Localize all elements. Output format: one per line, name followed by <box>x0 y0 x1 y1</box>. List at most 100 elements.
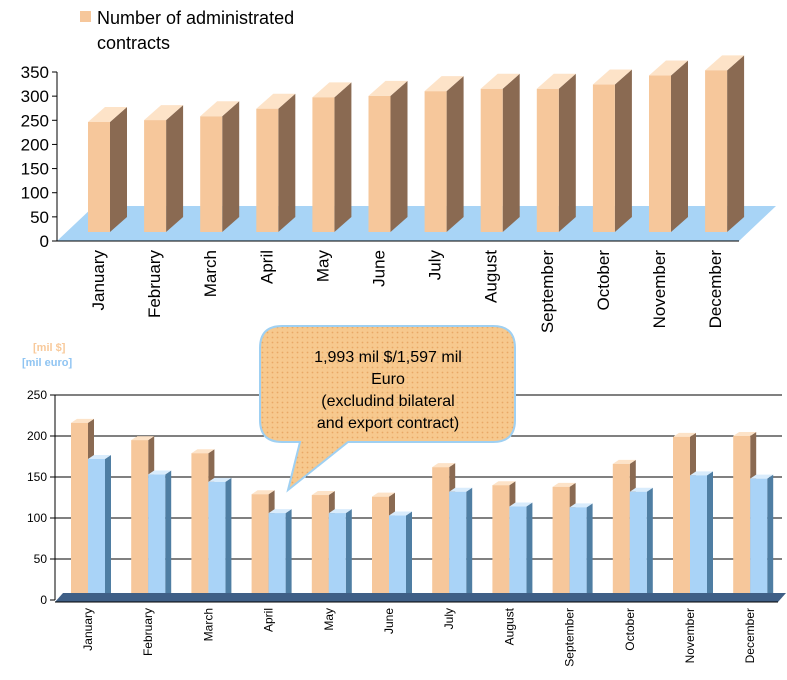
bar-april-top <box>256 93 296 109</box>
bar-usd-october-top <box>612 459 636 464</box>
x-label-december: December <box>706 250 725 329</box>
x-label-september: September <box>538 250 557 333</box>
bar-euro-september-side <box>586 503 593 600</box>
bar-july-front <box>424 91 447 233</box>
bar-euro-august-side <box>526 502 533 600</box>
bar-euro-march <box>208 477 232 600</box>
bar-euro-june-side <box>406 511 412 600</box>
bar-euro-may <box>328 509 352 600</box>
bar-october-front <box>592 84 615 232</box>
x-label-june: June <box>370 250 389 287</box>
bar-june-top <box>368 80 408 96</box>
bar-euro-march-top <box>208 477 232 482</box>
bar-may-front <box>312 97 335 233</box>
bar-january <box>88 107 127 232</box>
legend-swatch <box>80 11 91 22</box>
floor-plane <box>55 593 786 602</box>
bar-euro-september-top <box>569 503 593 508</box>
bar-usd-december-front <box>733 436 751 600</box>
callout-bubble <box>259 325 516 493</box>
bar-euro-november <box>690 471 713 600</box>
bar-usd-january-front <box>71 422 88 600</box>
bar-september-front <box>536 88 559 232</box>
contracts-chart: Number of administrated contracts 0 50 100… <box>21 8 776 333</box>
bar-february-top <box>144 105 184 121</box>
y-tick-label: 350 <box>21 63 49 82</box>
bar-euro-may-side <box>345 509 352 600</box>
bar-usd-january-top <box>71 418 94 423</box>
bar-euro-june-top <box>389 511 412 516</box>
bar-january-side <box>110 107 127 232</box>
x-label-january: January <box>89 250 108 311</box>
bar-october-top <box>592 69 632 85</box>
bar-euro-january <box>88 454 111 600</box>
bar-june <box>368 80 408 232</box>
x-label-october: October <box>594 250 613 311</box>
bar-usd-april-front <box>251 494 269 600</box>
x-label-august: August <box>502 607 516 645</box>
x-label-october: October <box>623 608 637 651</box>
bar-euro-november-top <box>690 471 713 476</box>
callout-line-1: 1,993 mil $/1,597 mil <box>314 349 462 366</box>
bar-euro-december-side <box>767 474 774 600</box>
bar-usd-march-top <box>191 449 215 454</box>
callout-line-3: (excludind bilateral <box>321 393 454 410</box>
y-tick-label: 0 <box>40 232 49 251</box>
bar-april <box>256 93 296 232</box>
bar-november-top <box>649 60 688 76</box>
bar-november <box>649 60 688 232</box>
bar-euro-march-front <box>208 481 226 600</box>
y-tick-label: 300 <box>21 87 49 106</box>
bar-euro-october-front <box>629 491 647 600</box>
x-label-june: June <box>382 608 396 634</box>
bar-usd-august-top <box>492 481 516 486</box>
bar-october-side <box>614 69 632 232</box>
bar-january-front <box>88 122 110 232</box>
bar-euro-april-front <box>268 513 286 600</box>
bar-june-front <box>368 95 391 232</box>
bar-january-top <box>88 107 127 122</box>
bar-may-side <box>334 82 352 233</box>
bar-august-front <box>480 88 503 232</box>
x-label-july: July <box>426 250 445 281</box>
bar-december-top <box>705 55 745 71</box>
bar-euro-july-front <box>449 491 467 600</box>
y-tick-label: 250 <box>27 388 47 402</box>
bar-euro-august <box>509 502 533 600</box>
callout-line-4: and export contract) <box>317 415 459 432</box>
bar-usd-april-top <box>251 490 275 495</box>
x-label-february: February <box>145 250 164 319</box>
bar-march <box>200 101 240 232</box>
bar-euro-january-side <box>105 454 111 600</box>
callout-line-2: Euro <box>371 371 405 388</box>
chart-floor <box>55 593 786 603</box>
bar-euro-july-side <box>466 487 473 600</box>
x-label-february: February <box>141 608 155 656</box>
bar-december <box>705 55 745 232</box>
y-tick-label: 200 <box>21 135 49 154</box>
x-label-august: August <box>482 250 501 303</box>
x-label-may: May <box>313 250 332 283</box>
bar-euro-march-side <box>225 477 232 600</box>
x-axis-labels: January February March April May June July Augu… <box>89 250 725 334</box>
x-label-march: March <box>201 250 220 297</box>
bars <box>71 418 774 600</box>
bar-august-side <box>502 73 520 232</box>
bar-march-top <box>200 101 240 117</box>
bar-usd-february-top <box>131 436 155 441</box>
bar-euro-september-front <box>569 507 587 600</box>
bar-december-front <box>705 70 728 232</box>
bar-usd-september-top <box>552 482 576 487</box>
bar-july-side <box>446 76 464 233</box>
y-tick-label: 150 <box>27 470 47 484</box>
bar-september-top <box>536 73 576 89</box>
bar-euro-october-side <box>646 487 653 600</box>
unit-label-usd: [mil $] <box>33 342 66 354</box>
y-tick-label: 100 <box>27 511 47 525</box>
y-axis: 0 50 100 150 200 250 <box>27 388 56 607</box>
bar-euro-january-top <box>88 454 111 459</box>
bar-euro-february-side <box>165 470 172 600</box>
bar-usd-march-front <box>191 453 209 600</box>
bar-euro-may-front <box>328 513 346 600</box>
